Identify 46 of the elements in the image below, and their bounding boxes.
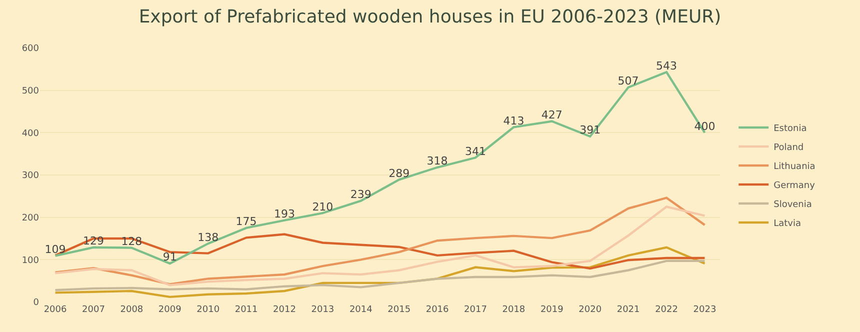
x-tick-label: 2015 — [388, 305, 411, 315]
legend-label: Lithuania — [774, 162, 816, 172]
x-tick-label: 2008 — [120, 305, 144, 315]
x-tick-label: 2023 — [693, 305, 716, 315]
x-tick-label: 2013 — [311, 305, 334, 315]
legend-label: Latvia — [774, 219, 802, 230]
y-tick-label: 100 — [22, 256, 40, 266]
x-tick-label: 2018 — [502, 305, 526, 315]
data-label: 210 — [312, 200, 334, 214]
y-tick-label: 600 — [22, 44, 40, 54]
legend-label: Estonia — [774, 124, 807, 134]
x-tick-label: 2021 — [616, 305, 640, 315]
data-label: 175 — [236, 215, 257, 228]
y-tick-label: 0 — [33, 298, 40, 308]
x-tick-label: 2017 — [464, 305, 487, 315]
x-tick-label: 2006 — [44, 305, 68, 315]
x-tick-label: 2022 — [655, 305, 678, 315]
x-tick-label: 2020 — [578, 305, 602, 315]
chart-title: Export of Prefabricated wooden houses in EU 2006-2023 (MEUR) — [138, 6, 722, 28]
data-label: 289 — [388, 166, 410, 180]
data-label: 427 — [541, 108, 562, 122]
data-label: 239 — [350, 188, 372, 202]
legend-label: Poland — [774, 143, 804, 154]
x-tick-label: 2010 — [196, 305, 220, 315]
legend-label: Germany — [774, 181, 816, 192]
y-tick-label: 300 — [22, 171, 40, 182]
data-label: 109 — [44, 243, 66, 256]
data-label: 543 — [656, 59, 678, 72]
x-tick-label: 2012 — [273, 305, 296, 315]
data-label: 138 — [198, 230, 219, 244]
data-label: 413 — [503, 114, 524, 128]
x-tick-label: 2009 — [158, 305, 182, 315]
y-tick-label: 400 — [22, 128, 40, 139]
x-tick-label: 2007 — [82, 305, 105, 315]
line-series — [54, 260, 706, 292]
data-label: 507 — [618, 74, 639, 88]
data-label: 91 — [162, 250, 177, 264]
data-label: 318 — [426, 154, 448, 168]
data-label: 193 — [274, 208, 295, 221]
x-tick-label: 2014 — [349, 305, 373, 315]
y-tick-label: 500 — [22, 86, 40, 96]
x-tick-label: 2016 — [426, 305, 450, 315]
x-tick-label: 2019 — [540, 305, 564, 315]
legend-label: Slovenia — [774, 200, 812, 210]
y-tick-label: 200 — [22, 213, 40, 224]
x-tick-label: 2011 — [234, 305, 258, 315]
